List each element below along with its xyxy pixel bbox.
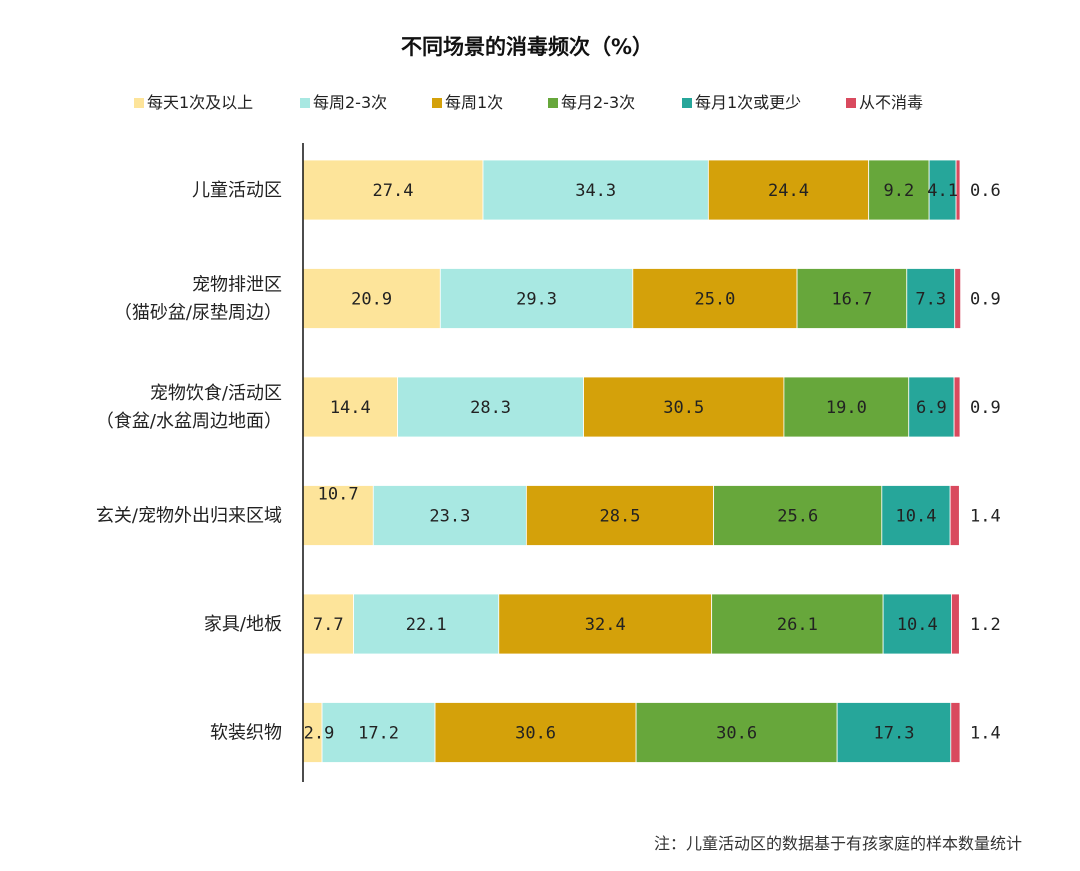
value-label: 20.9 — [351, 290, 392, 310]
value-label: 10.7 — [318, 485, 359, 505]
value-label: 30.5 — [663, 398, 704, 418]
bar-segment — [949, 485, 960, 546]
bar-segment — [321, 702, 436, 763]
chart-title: 不同场景的消毒频次（%） — [401, 35, 653, 59]
bar-segment — [955, 159, 961, 221]
value-label: 19.0 — [826, 398, 867, 418]
value-label: 17.2 — [358, 724, 399, 744]
value-label: 23.3 — [429, 507, 470, 527]
bar-segment — [632, 268, 798, 329]
bar-segment — [882, 593, 952, 655]
value-label: 4.1 — [927, 181, 958, 201]
bar-segment — [906, 268, 956, 329]
category-label: 儿童活动区 — [192, 180, 282, 201]
value-label: 1.2 — [970, 615, 1001, 635]
value-label: 1.4 — [970, 724, 1001, 744]
value-label: 0.6 — [970, 181, 1001, 201]
category-label: 宠物排泄区 — [192, 275, 282, 296]
value-label: 10.4 — [896, 507, 937, 527]
value-label: 6.9 — [916, 398, 947, 418]
category-label: 宠物饮食/活动区 — [150, 383, 282, 404]
bar-segment — [783, 376, 910, 438]
legend: 每天1次及以上 每周2-3次 每周1次 每月2-3次 每月1次或更少 从不消毒 — [134, 93, 923, 112]
bar-segment — [908, 376, 955, 438]
bars — [302, 159, 962, 763]
value-label: 22.1 — [406, 615, 447, 635]
bar-segment — [482, 159, 709, 221]
bar-segment — [302, 376, 399, 438]
legend-label: 每天1次及以上 — [147, 93, 253, 112]
value-label: 34.3 — [575, 181, 616, 201]
bar-segment — [951, 593, 960, 655]
bar-segment — [836, 702, 952, 763]
value-label: 24.4 — [768, 181, 809, 201]
bar-segment — [713, 485, 883, 546]
value-label: 17.3 — [873, 724, 914, 744]
bar-segment — [953, 376, 961, 438]
legend-swatch — [846, 98, 856, 108]
bar-segment — [353, 593, 500, 655]
value-label: 28.3 — [470, 398, 511, 418]
category-label: （食盆/水盆周边地面） — [96, 411, 282, 432]
value-label: 27.4 — [373, 181, 414, 201]
bar-segment — [525, 485, 715, 546]
legend-label: 每月2-3次 — [561, 93, 635, 112]
legend-label: 每周1次 — [445, 93, 503, 112]
bar-segment — [954, 268, 962, 329]
bar-segment — [439, 268, 634, 329]
value-label: 28.5 — [600, 507, 641, 527]
value-label: 10.4 — [897, 615, 938, 635]
bar-segment — [635, 702, 838, 763]
value-label: 9.2 — [884, 181, 915, 201]
category-label: 家具/地板 — [204, 614, 282, 635]
bar-segment — [868, 159, 930, 221]
legend-swatch — [682, 98, 692, 108]
legend-swatch — [432, 98, 442, 108]
value-label: 2.9 — [304, 724, 335, 744]
bar-segment — [950, 702, 961, 763]
value-labels: 27.4 34.3 24.4 9.2 4.1 0.6 20.9 29.3 25.0 16.7 7.3… — [304, 181, 1001, 744]
value-label: 32.4 — [585, 615, 626, 635]
bar-segment — [711, 593, 884, 655]
bar-segment — [302, 159, 484, 221]
legend-swatch — [548, 98, 558, 108]
value-label: 25.6 — [777, 507, 818, 527]
value-label: 0.9 — [970, 290, 1001, 310]
footnote: 注：儿童活动区的数据基于有孩家庭的样本数量统计 — [654, 834, 1022, 853]
bar-segment — [796, 268, 908, 329]
bar-segment — [434, 702, 637, 763]
value-label: 14.4 — [330, 398, 371, 418]
bar-segment — [397, 376, 584, 438]
bar-segment — [302, 268, 441, 329]
bar-segment — [583, 376, 785, 438]
value-label: 1.4 — [970, 507, 1001, 527]
legend-swatch — [134, 98, 144, 108]
value-label: 7.7 — [313, 615, 344, 635]
value-label: 0.9 — [970, 398, 1001, 418]
category-label: 软装织物 — [210, 723, 282, 744]
category-label: 玄关/宠物外出归来区域 — [96, 506, 282, 527]
legend-label: 每周2-3次 — [313, 93, 387, 112]
bar-segment — [707, 159, 870, 221]
legend-label: 每月1次或更少 — [695, 93, 801, 112]
legend-swatch — [300, 98, 310, 108]
bar-segment — [928, 159, 957, 221]
value-label: 16.7 — [831, 290, 872, 310]
value-label: 7.3 — [915, 290, 946, 310]
value-label: 26.1 — [777, 615, 818, 635]
value-label: 25.0 — [694, 290, 735, 310]
value-label: 30.6 — [716, 724, 757, 744]
category-label: （猫砂盆/尿垫周边） — [114, 303, 282, 324]
legend-label: 从不消毒 — [859, 93, 923, 112]
value-label: 29.3 — [516, 290, 557, 310]
value-label: 30.6 — [515, 724, 556, 744]
